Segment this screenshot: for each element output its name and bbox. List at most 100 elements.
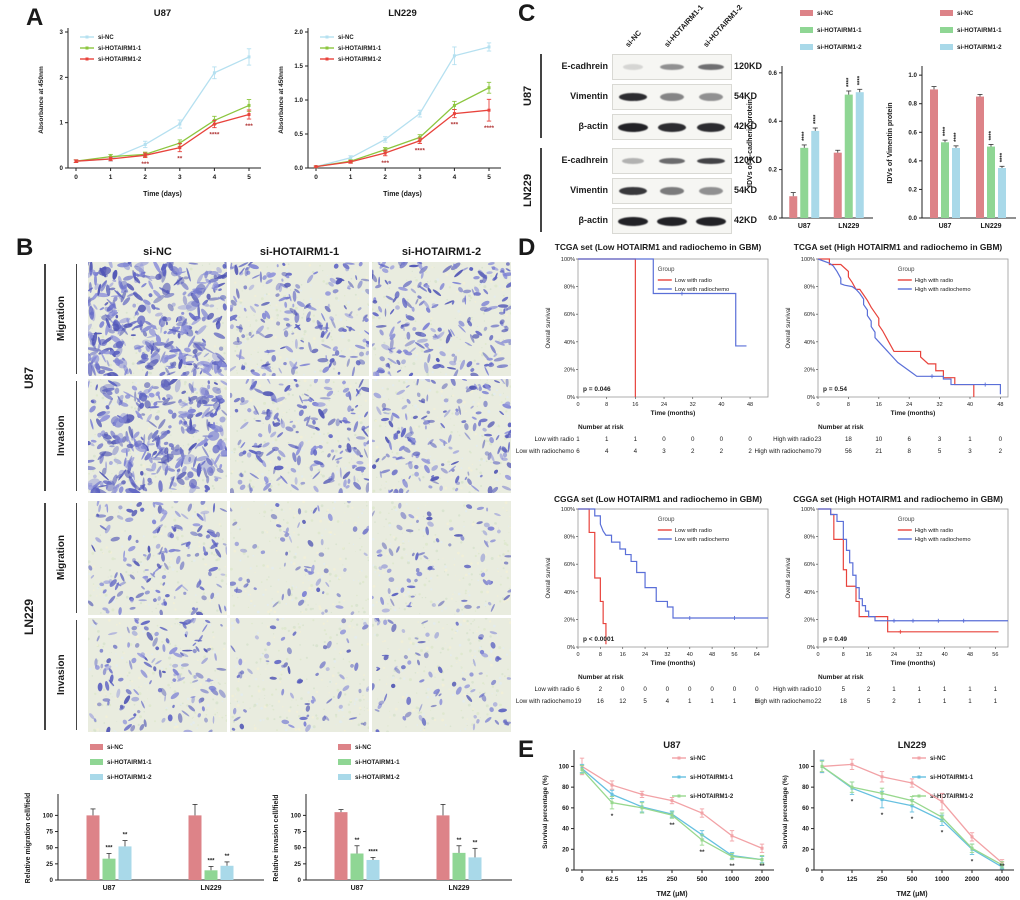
micrograph-ln229-invasion-si-HOTAIRM1-2 xyxy=(372,618,511,732)
risk-table-header: Number at risk xyxy=(818,674,864,681)
protein-band xyxy=(660,93,684,101)
row-u87-migration-label: Migration xyxy=(56,296,67,342)
risk-value: 0 xyxy=(688,686,692,693)
km-title-cgga-high: CGGA set (High HOTAIRM1 and radiochemo i… xyxy=(793,494,1003,504)
row-u87-invasion-label: Invasion xyxy=(56,415,67,457)
risk-value: 1 xyxy=(968,436,972,443)
km-title-cgga-low: CGGA set (Low HOTAIRM1 and radiochemo in… xyxy=(554,494,762,504)
svg-text:1.0: 1.0 xyxy=(294,97,303,104)
protein-label: E-cadhrein xyxy=(561,155,608,165)
svg-text:si-HOTAIRM1-2: si-HOTAIRM1-2 xyxy=(338,57,382,63)
svg-text:3: 3 xyxy=(418,174,422,181)
risk-value: 5 xyxy=(866,698,871,705)
risk-value: 5 xyxy=(643,698,647,705)
risk-row-label: High with radio xyxy=(773,686,814,693)
svg-text:0: 0 xyxy=(74,174,78,181)
risk-value: 1 xyxy=(604,436,609,443)
risk-value: 1 xyxy=(968,686,972,693)
risk-value: 5 xyxy=(841,686,846,693)
risk-value: 6 xyxy=(576,686,580,693)
svg-text:1: 1 xyxy=(349,174,353,181)
protein-band xyxy=(622,158,644,164)
risk-value: 1 xyxy=(993,686,998,693)
svg-text:****: **** xyxy=(484,125,495,132)
molecular-weight-label: 42KD xyxy=(734,215,758,225)
svg-text:3: 3 xyxy=(178,174,182,181)
risk-value: 2 xyxy=(690,448,695,455)
molecular-weight-label: 120KD xyxy=(734,155,763,165)
risk-value: 4 xyxy=(633,448,638,455)
protein-band xyxy=(618,187,648,195)
blot-strip xyxy=(612,54,732,80)
lane-header: si-HOTAIRM1-1 xyxy=(662,2,706,50)
risk-value: 1 xyxy=(732,698,737,705)
micrograph-u87-invasion-si-HOTAIRM1-2 xyxy=(372,379,511,493)
u87-invasion-bracket xyxy=(76,381,77,491)
ln229-migration-bracket xyxy=(76,503,77,613)
risk-value: 2 xyxy=(892,698,896,705)
risk-table-cgga-high: Number at risk High with radio 10 5 2 1 1 1 1 1 Hi… xyxy=(755,674,1018,718)
svg-text:si-HOTAIRM1-1: si-HOTAIRM1-1 xyxy=(98,46,142,52)
blot-strip xyxy=(612,208,732,234)
protein-band xyxy=(618,122,648,132)
risk-value: 18 xyxy=(839,698,847,705)
svg-text:0: 0 xyxy=(314,174,318,181)
risk-row-label: High with radio xyxy=(773,436,814,443)
svg-text:si-HOTAIRM1-1: si-HOTAIRM1-1 xyxy=(338,46,382,52)
micrograph-u87-migration-si-HOTAIRM1-2 xyxy=(372,262,511,376)
risk-row-label: Low with radiochemo xyxy=(515,698,574,705)
risk-table-header: Number at risk xyxy=(578,674,624,681)
svg-text:1: 1 xyxy=(109,174,113,181)
svg-text:0: 0 xyxy=(60,165,64,172)
protein-band xyxy=(697,158,725,164)
svg-text:U87: U87 xyxy=(154,8,171,19)
risk-value: 19 xyxy=(574,698,582,705)
risk-value: 1 xyxy=(633,436,638,443)
protein-label: Vimentin xyxy=(570,91,608,101)
risk-value: 0 xyxy=(662,436,666,443)
risk-row-label: High with radiochemo xyxy=(754,698,815,705)
svg-text:***: *** xyxy=(381,160,389,167)
risk-value: 1 xyxy=(968,698,972,705)
risk-table-header: Number at risk xyxy=(578,424,624,431)
u87-proliferation-chart: 0 1 2 3 0 1 2 3 4 5 U87 Absorbance at 450nm Time (da… xyxy=(38,8,261,198)
svg-text:Time (days): Time (days) xyxy=(143,191,182,198)
km-title-tcga-low: TCGA set (Low HOTAIRM1 and radiochemo in… xyxy=(554,242,762,252)
risk-value: 21 xyxy=(875,448,883,455)
risk-value: 0 xyxy=(732,686,737,693)
micrograph-ln229-migration-si-HOTAIRM1-1 xyxy=(230,501,369,615)
risk-value: 23 xyxy=(814,436,822,443)
panel-e-label: E xyxy=(518,736,535,763)
panel-a-label: A xyxy=(26,4,44,31)
risk-value: 3 xyxy=(662,448,666,455)
svg-text:si-HOTAIRM1-2: si-HOTAIRM1-2 xyxy=(98,57,142,63)
risk-value: 8 xyxy=(907,448,911,455)
risk-value: 5 xyxy=(937,448,942,455)
risk-value: 4 xyxy=(604,448,609,455)
risk-value: 0 xyxy=(719,436,724,443)
risk-value: 6 xyxy=(907,436,911,443)
row-group-u87-label: U87 xyxy=(22,366,36,389)
blot-cellline-label: U87 xyxy=(522,85,534,107)
svg-text:Time (days): Time (days) xyxy=(383,191,422,198)
protein-band xyxy=(698,64,724,70)
protein-band xyxy=(618,93,648,101)
risk-value: 1 xyxy=(576,436,580,443)
risk-value: 1 xyxy=(710,698,714,705)
risk-value: 2 xyxy=(719,448,724,455)
svg-text:2: 2 xyxy=(60,74,64,81)
protein-band xyxy=(696,216,726,226)
protein-band xyxy=(623,64,643,70)
column-header-si-nc: si-NC xyxy=(143,246,172,258)
protein-band xyxy=(696,122,726,132)
blot-group-bracket xyxy=(540,54,542,138)
risk-value: 1 xyxy=(892,686,896,693)
ln229-group-bracket xyxy=(44,503,46,730)
protein-label: β-actin xyxy=(578,215,609,225)
